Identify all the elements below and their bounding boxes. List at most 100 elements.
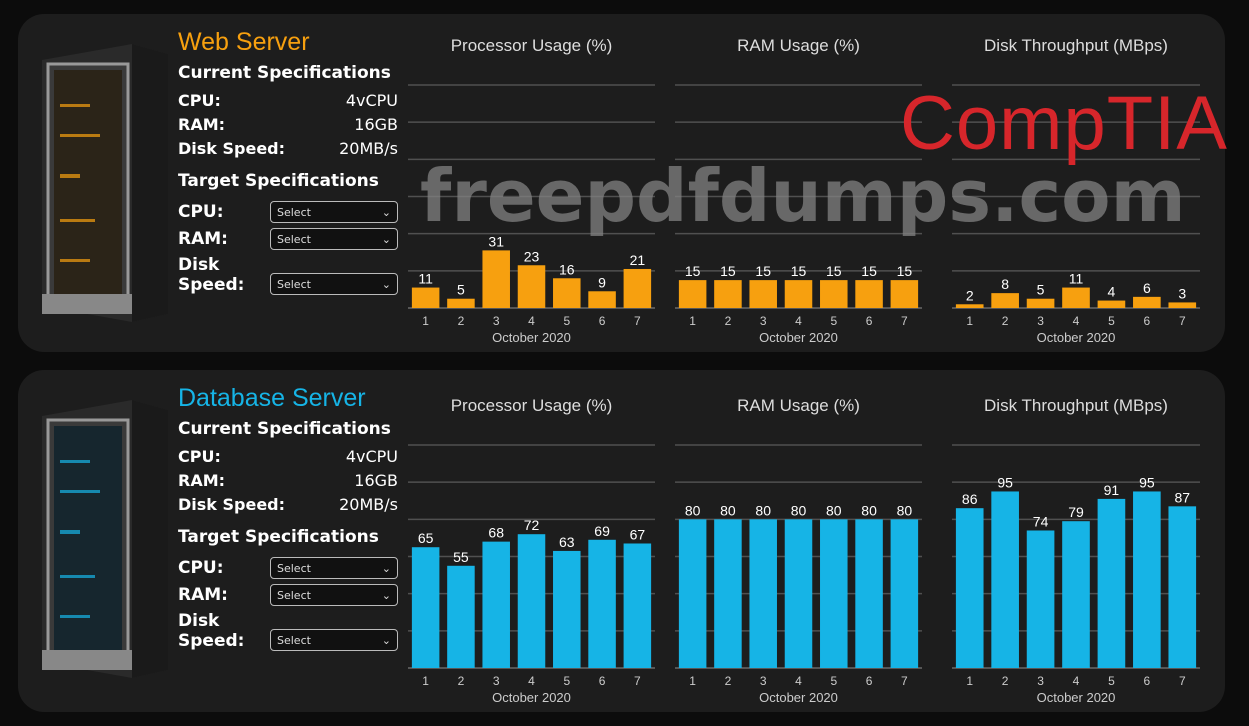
bar <box>1168 302 1197 308</box>
spec-ram: RAM: 16GB <box>178 471 398 490</box>
bar <box>553 278 581 308</box>
watermark: freepdfdumps.com <box>420 154 1186 238</box>
bar <box>991 491 1019 668</box>
bar <box>820 280 848 308</box>
data-label: 80 <box>861 502 877 518</box>
data-label: 79 <box>1068 504 1084 520</box>
bar <box>1133 491 1161 668</box>
x-tick-label: 6 <box>866 674 873 688</box>
x-tick-label: 3 <box>760 314 767 328</box>
spec-disk-speed: Disk Speed: 20MB/s <box>178 139 398 158</box>
x-tick-label: 7 <box>901 674 908 688</box>
bar <box>820 519 848 668</box>
bar <box>553 550 581 668</box>
bar <box>1168 506 1197 668</box>
server-title: Database Server <box>178 384 366 412</box>
data-label: 15 <box>897 263 913 279</box>
bar <box>1026 298 1055 308</box>
bar <box>588 539 616 668</box>
data-label: 65 <box>418 530 434 546</box>
target-cpu-select[interactable]: Select ⌄ <box>270 557 398 579</box>
server-title: Web Server <box>178 28 310 56</box>
target-disk-speed-select[interactable]: Select ⌄ <box>270 273 398 295</box>
data-label: 80 <box>685 502 701 518</box>
data-label: 15 <box>861 263 877 279</box>
bar <box>517 265 546 308</box>
x-tick-label: 4 <box>1073 314 1080 328</box>
x-tick-label: 5 <box>563 674 570 688</box>
bar <box>955 304 984 308</box>
target-cpu-select[interactable]: Select ⌄ <box>270 201 398 223</box>
bar <box>411 547 440 668</box>
x-tick-label: 4 <box>795 314 802 328</box>
x-tick-label: 4 <box>528 314 535 328</box>
x-tick-label: 7 <box>634 674 641 688</box>
data-label: 15 <box>755 263 771 279</box>
bar <box>784 280 813 308</box>
x-tick-label: 3 <box>1037 314 1044 328</box>
target-disk-speed-label: Disk Speed: <box>178 611 245 651</box>
chart-title: Processor Usage (%) <box>451 396 613 415</box>
spec-cpu: CPU: 4vCPU <box>178 447 398 466</box>
data-label: 63 <box>559 534 575 550</box>
data-label: 55 <box>453 549 469 565</box>
x-tick-label: 3 <box>493 674 500 688</box>
bar <box>1133 296 1161 308</box>
target-ram-select[interactable]: Select ⌄ <box>270 228 398 250</box>
chart-title: Processor Usage (%) <box>451 36 613 55</box>
data-label: 67 <box>630 526 646 542</box>
chevron-down-icon: ⌄ <box>381 633 391 647</box>
x-tick-label: 6 <box>1144 314 1151 328</box>
bar <box>955 508 984 668</box>
bar <box>482 541 510 668</box>
data-label: 80 <box>755 502 771 518</box>
data-label: 15 <box>720 263 736 279</box>
web-server-rack-image <box>42 44 168 322</box>
chevron-down-icon: ⌄ <box>381 232 391 246</box>
x-tick-label: 2 <box>725 314 732 328</box>
target-cpu-label: CPU: <box>178 558 224 578</box>
bar <box>714 280 742 308</box>
x-tick-label: 6 <box>599 314 606 328</box>
bar <box>678 280 707 308</box>
data-label: 15 <box>791 263 807 279</box>
data-label: 5 <box>457 282 465 298</box>
chevron-down-icon: ⌄ <box>381 205 391 219</box>
x-tick-label: 5 <box>1108 314 1115 328</box>
bar <box>411 287 440 308</box>
database-server-specs: Database Server Current Specifications C… <box>178 384 398 656</box>
data-label: 21 <box>630 252 646 268</box>
x-tick-label: 7 <box>901 314 908 328</box>
target-disk-speed-label: Disk Speed: <box>178 255 245 295</box>
data-label: 69 <box>594 523 610 539</box>
data-label: 15 <box>826 263 842 279</box>
chart-title: RAM Usage (%) <box>737 36 860 55</box>
x-tick-label: 6 <box>866 314 873 328</box>
x-tick-label: 2 <box>458 674 465 688</box>
data-label: 31 <box>488 233 504 249</box>
target-ram-select[interactable]: Select ⌄ <box>270 584 398 606</box>
bar <box>1026 530 1055 668</box>
chart-title: Disk Throughput (MBps) <box>984 396 1168 415</box>
data-label: 80 <box>826 502 842 518</box>
x-axis-label: October 2020 <box>759 330 838 345</box>
data-label: 3 <box>1178 285 1186 301</box>
x-axis-label: October 2020 <box>1037 330 1116 345</box>
x-tick-label: 3 <box>493 314 500 328</box>
current-specs-heading: Current Specifications <box>178 63 391 83</box>
bar <box>855 519 883 668</box>
bar <box>517 534 546 668</box>
x-tick-label: 1 <box>966 314 973 328</box>
x-axis-label: October 2020 <box>492 330 571 345</box>
target-specs-heading: Target Specifications <box>178 171 379 191</box>
data-label: 74 <box>1033 513 1049 529</box>
data-label: 68 <box>488 525 504 541</box>
target-disk-speed-select[interactable]: Select ⌄ <box>270 629 398 651</box>
x-tick-label: 2 <box>458 314 465 328</box>
bar <box>855 280 883 308</box>
bar <box>749 280 777 308</box>
spec-disk-speed: Disk Speed: 20MB/s <box>178 495 398 514</box>
bar <box>890 519 919 668</box>
x-tick-label: 1 <box>689 674 696 688</box>
